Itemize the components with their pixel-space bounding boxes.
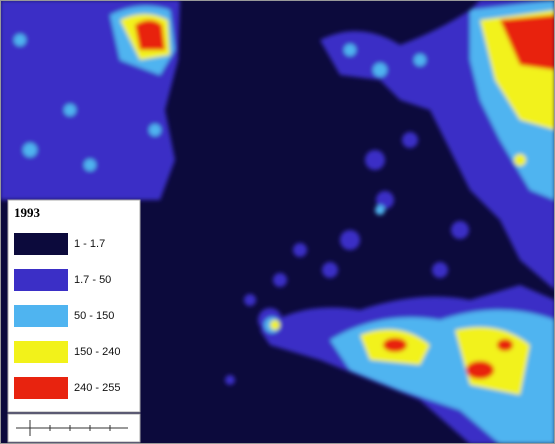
legend-title: 1993: [14, 205, 41, 220]
map: 1993 1 - 1.7 1.7 - 50 50 - 150 150 - 240 240…: [0, 0, 555, 444]
legend-swatch: [14, 269, 68, 291]
legend-swatch: [14, 341, 68, 363]
legend-label: 1 - 1.7: [74, 238, 105, 250]
legend-label: 50 - 150: [74, 310, 114, 322]
legend-label: 1.7 - 50: [74, 274, 111, 286]
legend-label: 150 - 240: [74, 346, 120, 358]
legend-swatch: [14, 233, 68, 255]
legend-label: 240 - 255: [74, 382, 120, 394]
legend-swatch: [14, 305, 68, 327]
legend-swatch: [14, 377, 68, 399]
